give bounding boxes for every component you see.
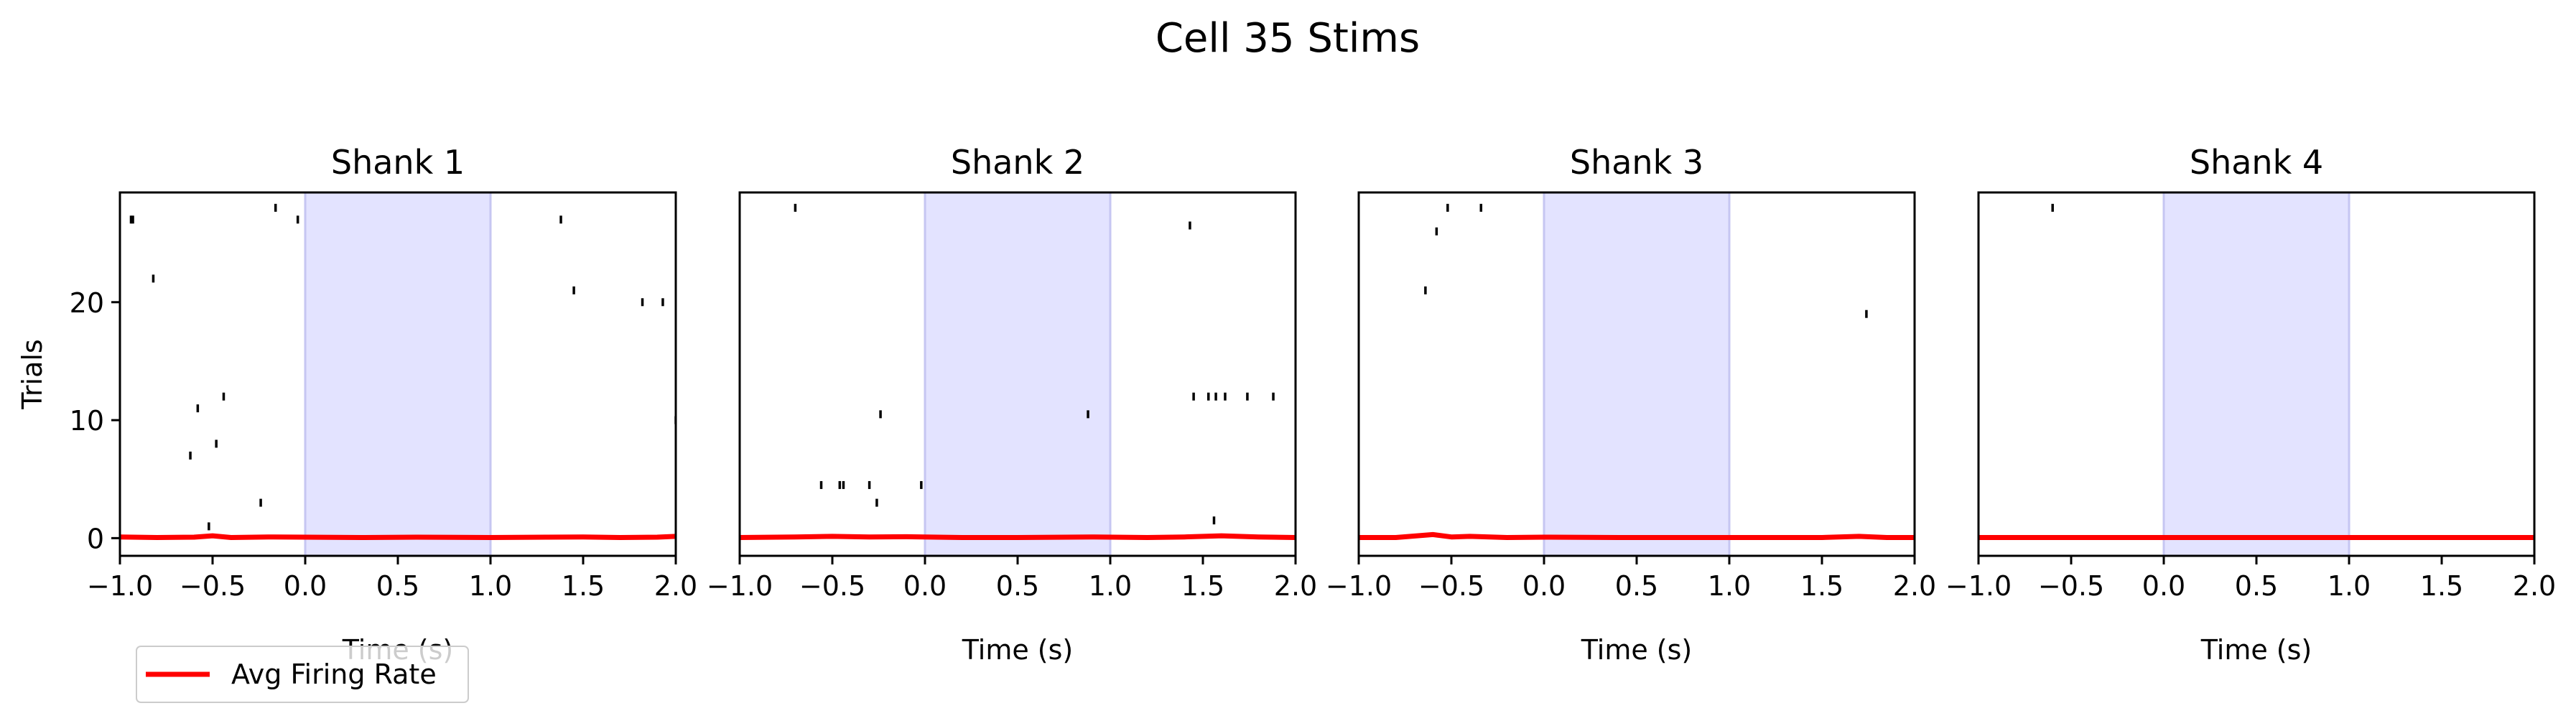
panel-title: Shank 2 bbox=[951, 143, 1084, 182]
y-tick-label: 0 bbox=[87, 523, 104, 554]
x-tick-label: 0.5 bbox=[996, 570, 1039, 602]
x-tick-label: 2.0 bbox=[1893, 570, 1936, 602]
x-tick-label: −0.5 bbox=[799, 570, 865, 602]
y-axis-label: Trials bbox=[17, 339, 48, 409]
x-tick-label: 1.5 bbox=[1181, 570, 1224, 602]
panel-3: −1.0 −0.5 0.0 0.5 1.0 1.5 2.0 Shank 3 Time (s) bbox=[1326, 143, 1936, 666]
y-tick-label: 20 bbox=[70, 287, 104, 319]
x-tick-label: 0.5 bbox=[1615, 570, 1658, 602]
plot-area bbox=[740, 192, 1296, 556]
figure-title: Cell 35 Stims bbox=[1156, 15, 1420, 62]
x-tick-label: 0.0 bbox=[903, 570, 947, 602]
x-tick-label: 1.0 bbox=[2328, 570, 2371, 602]
x-tick-label: 1.5 bbox=[2420, 570, 2463, 602]
x-tick-label: 0.5 bbox=[2235, 570, 2278, 602]
panels: −1.0 −0.5 0.0 0.5 1.0 1.5 2.0 0 10 20 Shank 1 Time … bbox=[17, 143, 2556, 666]
x-tick-label: −0.5 bbox=[180, 570, 246, 602]
legend-label: Avg Firing Rate bbox=[231, 659, 437, 690]
x-axis-label: Time (s) bbox=[1581, 634, 1693, 666]
x-tick-label: −0.5 bbox=[2038, 570, 2104, 602]
panel-title: Shank 3 bbox=[1570, 143, 1703, 182]
panel-title: Shank 1 bbox=[331, 143, 465, 182]
avg-firing-rate-line bbox=[120, 533, 676, 540]
x-axis-label: Time (s) bbox=[962, 634, 1074, 666]
x-tick-label: −1.0 bbox=[1945, 570, 2012, 602]
x-tick-label: −0.5 bbox=[1418, 570, 1484, 602]
x-tick-label: −1.0 bbox=[707, 570, 773, 602]
x-tick-label: 0.0 bbox=[1522, 570, 1566, 602]
stim-window bbox=[304, 192, 492, 556]
legend: Avg Firing Rate bbox=[136, 646, 469, 703]
x-tick-label: 2.0 bbox=[2513, 570, 2556, 602]
x-axis-label: Time (s) bbox=[2200, 634, 2312, 666]
panel-2: −1.0 −0.5 0.0 0.5 1.0 1.5 2.0 Shank 2 Time (s) bbox=[707, 143, 1317, 666]
x-tick-label: 1.0 bbox=[469, 570, 512, 602]
plot-area bbox=[120, 192, 676, 556]
avg-firing-rate-line bbox=[1359, 531, 1915, 540]
stim-window bbox=[1543, 192, 1731, 556]
panel-4: −1.0 −0.5 0.0 0.5 1.0 1.5 2.0 Shank 4 Time (s) bbox=[1945, 143, 2556, 666]
x-tick-label: 1.5 bbox=[1800, 570, 1843, 602]
plot-area bbox=[1359, 192, 1915, 556]
x-tick-label: 0.0 bbox=[2142, 570, 2185, 602]
x-tick-label: −1.0 bbox=[87, 570, 153, 602]
x-tick-label: 0.5 bbox=[376, 570, 419, 602]
legend-box bbox=[136, 646, 469, 703]
stim-window bbox=[2162, 192, 2351, 556]
x-tick-label: 2.0 bbox=[1274, 570, 1317, 602]
avg-firing-rate-line bbox=[740, 533, 1296, 540]
y-tick-label: 10 bbox=[70, 405, 104, 437]
x-tick-label: 1.0 bbox=[1708, 570, 1751, 602]
plot-area bbox=[1979, 192, 2534, 556]
stim-window bbox=[924, 192, 1112, 556]
x-tick-label: −1.0 bbox=[1326, 570, 1392, 602]
x-tick-label: 1.5 bbox=[562, 570, 605, 602]
x-tick-label: 2.0 bbox=[654, 570, 697, 602]
x-tick-label: 1.0 bbox=[1089, 570, 1132, 602]
x-tick-label: 0.0 bbox=[284, 570, 327, 602]
panel-title: Shank 4 bbox=[2190, 143, 2323, 182]
